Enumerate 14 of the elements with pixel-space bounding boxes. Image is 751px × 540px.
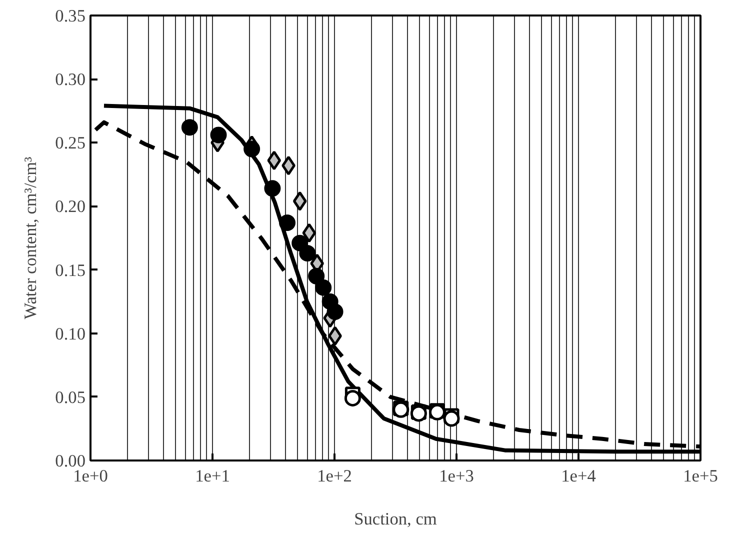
y-tick-label: 0.05 (55, 388, 86, 407)
x-tick-label: 1e+2 (317, 466, 352, 486)
x-axis-title: Suction, cm (354, 510, 438, 528)
x-tick-label: 1e+1 (195, 466, 230, 486)
y-axis-title: Water content, cm³/cm³ (21, 156, 40, 320)
y-tick-label: 0.25 (55, 134, 86, 153)
x-tick-label: 1e+5 (683, 466, 718, 486)
y-tick-label: 0.15 (55, 260, 86, 280)
y-tick-label: 0.30 (55, 70, 86, 90)
x-tick-label: 1e+4 (561, 466, 596, 486)
y-tick-label: 0.35 (55, 6, 86, 26)
x-tick-label: 1e+3 (439, 466, 474, 486)
y-tick-label: 0.10 (55, 324, 86, 344)
y-tick-label: 0.20 (55, 197, 86, 216)
